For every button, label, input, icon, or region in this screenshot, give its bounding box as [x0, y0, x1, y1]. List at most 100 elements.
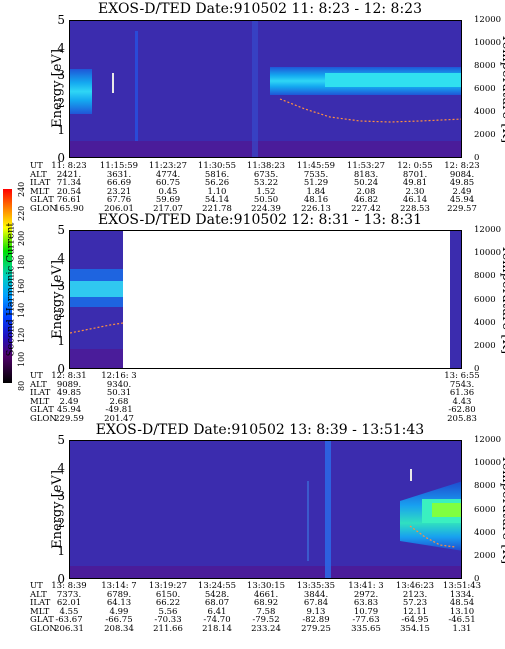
orbit-row-label: ILAT [30, 598, 51, 609]
colorbar-tick: 100 [17, 351, 26, 367]
temperature-axis-label: Temperature [K] [499, 244, 505, 354]
orbit-cell: 48.54 [449, 598, 475, 609]
orbit-cell: 11:30:55 [197, 161, 237, 171]
orbit-row-label: GLON [30, 204, 57, 214]
orbit-cell: 211.66 [153, 624, 183, 634]
y-axis-label: Energy [eV] [49, 259, 65, 339]
orbit-cell: -62.80 [448, 405, 476, 416]
orbit-cell: 4661. [253, 589, 279, 600]
orbit-row-label: MLT [30, 396, 50, 407]
colorbar-label: Second Harmonic Current [5, 222, 17, 357]
orbit-cell: 6150. [155, 589, 181, 600]
orbit-cell: 66.69 [106, 178, 132, 189]
orbit-cell: 6.41 [207, 606, 227, 617]
orbit-row-label: UT [30, 581, 43, 591]
temperature-tick-label: 4000 [474, 317, 496, 328]
orbit-cell: 1334. [449, 589, 475, 600]
orbit-cell: 4.55 [59, 606, 79, 617]
orbit-row-label: MLT [30, 186, 50, 197]
temperature-tick-label: 2000 [474, 130, 496, 140]
orbit-cell: 50.24 [353, 178, 379, 189]
y-tick-label: 5 [57, 223, 65, 237]
orbit-cell: 4.99 [109, 606, 129, 617]
y-axis-label: Energy [eV] [49, 49, 65, 128]
orbit-row-label: GLAT [30, 405, 54, 416]
temperature-tick-label: 12000 [474, 225, 502, 235]
orbit-row-label: ILAT [30, 388, 51, 399]
orbit-cell: 50.50 [253, 195, 279, 206]
orbit-cell: 45.94 [56, 405, 82, 416]
orbit-cell: 354.15 [400, 624, 430, 634]
orbit-cell: -79.52 [252, 615, 280, 626]
y-tick-label: 2 [57, 306, 65, 321]
orbit-cell: 53.22 [253, 178, 279, 189]
orbit-cell: 71.34 [56, 178, 82, 189]
y-tick-label: 3 [57, 278, 65, 293]
orbit-row-label: UT [30, 371, 43, 381]
orbit-cell: 229.59 [54, 414, 84, 424]
orbit-row-label: GLAT [30, 615, 54, 626]
colorbar-tick: 140 [17, 302, 26, 319]
temperature-tick-label: 6000 [474, 504, 496, 515]
orbit-row-label: GLON [30, 624, 57, 634]
orbit-table: UT ALT ILAT MLT GLAT GLON 13: 8:39 7373. 62.01 4.… [0, 582, 505, 642]
orbit-cell: 12.11 [402, 606, 428, 617]
orbit-table: UT ALT ILAT MLT GLAT GLON 12: 8:31 9089. 49.85 2.… [0, 372, 505, 432]
temperature-axis-label: Temperature [K] [499, 33, 505, 144]
orbit-cell: 10.79 [353, 606, 379, 617]
orbit-cell: 11:15:59 [99, 161, 139, 171]
orbit-cell: 165.90 [54, 204, 84, 214]
orbit-cell: 8701. [402, 169, 428, 180]
orbit-cell: 201.47 [104, 414, 134, 424]
temperature-axis-label: Temperature [K] [499, 454, 505, 564]
orbit-cell: 3844. [303, 589, 329, 600]
temperature-tick-label: 6000 [474, 294, 496, 305]
orbit-cell: 68.07 [204, 598, 230, 609]
temperature-tick-label: 10000 [474, 38, 502, 48]
temperature-tick-label: 12000 [474, 15, 502, 25]
orbit-cell: 12:16: 3 [101, 371, 137, 381]
orbit-cell: 56.26 [204, 178, 230, 189]
y-axis-label: Energy [eV] [49, 469, 65, 549]
temperature-tick-label: 2000 [474, 550, 496, 561]
y-tick-label: 2 [57, 95, 65, 110]
orbit-cell: 8183. [353, 169, 379, 180]
orbit-cell: 67.84 [303, 598, 329, 609]
orbit-table: UT ALT ILAT MLT GLAT GLON 11: 8:23 2421. 71.34 20… [0, 162, 505, 222]
orbit-cell: 13: 6:55 [444, 371, 480, 381]
orbit-cell: 226.13 [301, 204, 331, 214]
panel-2-spectrogram [69, 230, 462, 369]
orbit-row-label: ALT [30, 589, 47, 600]
y-tick-label: 0 [57, 362, 65, 376]
orbit-cell: 57.23 [402, 598, 428, 609]
orbit-row-label: MLT [30, 606, 50, 617]
orbit-cell: 46.82 [353, 195, 379, 206]
y-tick-label: 5 [57, 433, 65, 447]
orbit-cell: -66.75 [105, 615, 133, 626]
orbit-cell: 6789. [106, 589, 132, 600]
orbit-cell: 11:38:23 [246, 161, 286, 171]
orbit-row-label: ALT [30, 379, 47, 390]
orbit-cell: 9084. [449, 169, 475, 180]
orbit-cell: 13:14: 7 [101, 581, 137, 591]
orbit-cell: 206.01 [104, 204, 134, 214]
orbit-cell: 229.57 [447, 204, 477, 214]
orbit-cell: 48.16 [303, 195, 329, 206]
y-tick-label: 1 [57, 123, 65, 138]
orbit-cell: 13:51:43 [442, 581, 482, 591]
temperature-tick-label: 8000 [474, 481, 496, 492]
orbit-cell: 0.45 [158, 186, 178, 197]
orbit-cell: 7535. [303, 169, 329, 180]
orbit-cell: 11:53:27 [346, 161, 386, 171]
orbit-cell: 13.10 [449, 606, 475, 617]
temperature-tick-label: 6000 [474, 84, 496, 94]
colorbar-tick: 180 [17, 254, 26, 270]
orbit-cell: 2.49 [452, 186, 472, 197]
orbit-cell: 11:45:59 [296, 161, 336, 171]
orbit-cell: 5816. [204, 169, 230, 180]
orbit-cell: 2.49 [59, 396, 79, 407]
orbit-cell: 54.14 [204, 195, 230, 206]
orbit-cell: 67.76 [106, 195, 132, 206]
orbit-cell: -82.89 [302, 615, 330, 626]
orbit-cell: -46.51 [448, 615, 476, 626]
